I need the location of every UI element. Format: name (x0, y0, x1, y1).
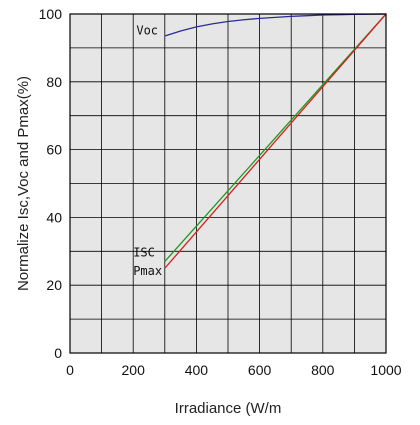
series-line-isc (164, 13, 387, 262)
y-tick-label: 20 (46, 277, 62, 293)
y-tick-label: 100 (39, 6, 63, 22)
tick-labels: 0 200 400 600 800 1000 0 20 40 60 80 100 (39, 6, 402, 378)
y-axis-label: Normalize Isc,Voc and Pmax(%) (15, 76, 32, 291)
annotation-pmax: Pmax (133, 264, 162, 278)
plot-border (69, 13, 387, 354)
x-tick-label: 400 (185, 362, 209, 378)
annotations: Voc ISC Pmax (133, 23, 162, 278)
x-tick-label: 200 (122, 362, 146, 378)
y-tick-label: 80 (46, 74, 62, 90)
annotation-isc: ISC (133, 245, 155, 259)
x-tick-label: 1000 (370, 362, 401, 378)
x-tick-label: 0 (66, 362, 74, 378)
x-tick-label: 800 (311, 362, 335, 378)
y-tick-label: 60 (46, 142, 62, 158)
y-tick-label: 40 (46, 209, 62, 225)
annotation-voc: Voc (136, 23, 158, 37)
grid-lines (70, 14, 386, 353)
x-axis-label: Irradiance (W/m (175, 400, 282, 417)
series-line-pmax (164, 13, 387, 269)
y-tick-label: 0 (54, 345, 62, 361)
x-tick-label: 600 (248, 362, 272, 378)
